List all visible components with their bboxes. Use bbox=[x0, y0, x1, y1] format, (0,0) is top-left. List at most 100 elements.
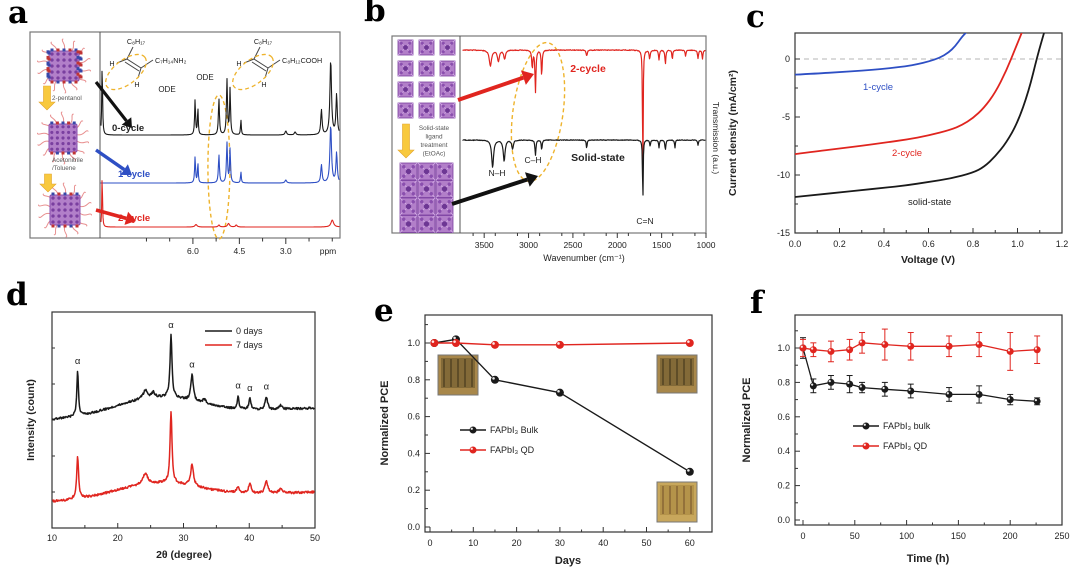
svg-text:0.4: 0.4 bbox=[878, 239, 891, 249]
svg-text:0-cycle: 0-cycle bbox=[112, 123, 144, 134]
svg-text:C₈H₁₇: C₈H₁₇ bbox=[127, 37, 146, 46]
svg-text:2-cycle: 2-cycle bbox=[892, 148, 922, 159]
svg-text:0: 0 bbox=[800, 531, 805, 541]
jv-curve-1-cycle bbox=[795, 33, 967, 76]
svg-text:60: 60 bbox=[685, 538, 695, 548]
svg-text:-15: -15 bbox=[777, 228, 790, 238]
svg-text:FAPbI₃ bulk: FAPbI₃ bulk bbox=[883, 421, 931, 431]
nmr-trace-2-cycle bbox=[100, 180, 340, 228]
panel-letter-b: b bbox=[364, 0, 386, 29]
panel-b-ftir: b 3500 3000 2500 2000 1500 1000 Wavenumber (cm… bbox=[360, 0, 720, 270]
svg-text:1000: 1000 bbox=[697, 240, 716, 250]
ftir-trace-2-cycle bbox=[462, 49, 706, 161]
svg-text:treatment: treatment bbox=[421, 142, 448, 149]
svg-text:0.8: 0.8 bbox=[407, 375, 420, 385]
svg-text:(EtOAc): (EtOAc) bbox=[423, 151, 446, 158]
svg-text:1500: 1500 bbox=[652, 240, 671, 250]
svg-text:FAPbI₃ QD: FAPbI₃ QD bbox=[490, 445, 535, 455]
svg-text:1.2: 1.2 bbox=[1056, 239, 1069, 249]
svg-text:0.4: 0.4 bbox=[407, 448, 420, 458]
svg-text:α: α bbox=[235, 381, 241, 392]
svg-text:1-cycle: 1-cycle bbox=[863, 82, 893, 93]
svg-text:-10: -10 bbox=[777, 170, 790, 180]
svg-text:40: 40 bbox=[244, 533, 254, 543]
svg-text:2θ (degree): 2θ (degree) bbox=[156, 549, 212, 561]
svg-text:4.5: 4.5 bbox=[233, 246, 245, 256]
svg-text:α: α bbox=[247, 383, 253, 394]
svg-text:ligand: ligand bbox=[425, 134, 443, 141]
svg-text:0.6: 0.6 bbox=[777, 412, 790, 422]
svg-text:0.6: 0.6 bbox=[407, 412, 420, 422]
svg-text:α: α bbox=[264, 381, 270, 392]
svg-text:7 days: 7 days bbox=[236, 340, 263, 350]
svg-text:0 days: 0 days bbox=[236, 326, 263, 336]
panel-letter-a: a bbox=[8, 0, 29, 31]
panel-a-nmr: a 6.0 4.5 3.0 ppm 0-cycle 1-cycle 2-cycle C₈H₁₇… bbox=[0, 0, 360, 270]
svg-text:0.8: 0.8 bbox=[967, 239, 980, 249]
panel-c-jv-chart: 0.0 0.2 0.4 0.6 0.8 1.0 1.2 0 -5 -10 -15 1-cycle 2-c… bbox=[727, 32, 1069, 266]
svg-text:ODE: ODE bbox=[158, 85, 175, 94]
svg-text:C–H: C–H bbox=[524, 155, 541, 165]
svg-text:3500: 3500 bbox=[475, 240, 494, 250]
svg-text:α: α bbox=[168, 320, 174, 331]
svg-text:Wavenumber (cm⁻¹): Wavenumber (cm⁻¹) bbox=[543, 253, 624, 263]
panel-d-xrd: d 10 20 30 40 50 α α α α α α 0 days 7 days 2θ (degree… bbox=[0, 270, 360, 570]
svg-text:0.2: 0.2 bbox=[777, 481, 790, 491]
svg-text:solid-state: solid-state bbox=[908, 197, 951, 208]
svg-text:C=N: C=N bbox=[636, 216, 653, 226]
svg-text:0.8: 0.8 bbox=[777, 377, 790, 387]
svg-text:0.2: 0.2 bbox=[833, 239, 846, 249]
svg-text:0.0: 0.0 bbox=[789, 239, 802, 249]
svg-text:H: H bbox=[109, 59, 114, 68]
svg-text:Solid-state: Solid-state bbox=[571, 152, 625, 164]
nmr-trace-0-cycle bbox=[100, 62, 340, 136]
panel-e-stability-days: e 0 10 20 30 40 50 60 0.0 0.2 0.4 0.6 0.8 1.0 FAPbI₃ … bbox=[360, 270, 720, 570]
svg-text:0: 0 bbox=[785, 54, 790, 64]
panel-letter-d: d bbox=[6, 277, 28, 313]
panel-a-nmr-chart: 6.0 4.5 3.0 ppm 0-cycle 1-cycle 2-cycle C₈H₁₇ C₇… bbox=[29, 31, 341, 256]
svg-text:FAPbI₃ QD: FAPbI₃ QD bbox=[883, 441, 928, 451]
svg-text:Transmission (a.u.): Transmission (a.u.) bbox=[711, 102, 720, 175]
svg-text:2000: 2000 bbox=[608, 240, 627, 250]
svg-text:0: 0 bbox=[427, 538, 432, 548]
svg-text:1.0: 1.0 bbox=[1011, 239, 1024, 249]
svg-text:H: H bbox=[261, 80, 266, 89]
panel-letter-c: c bbox=[746, 0, 765, 35]
svg-text:200: 200 bbox=[1003, 531, 1018, 541]
svg-text:20: 20 bbox=[113, 533, 123, 543]
svg-text:Solid-state: Solid-state bbox=[419, 125, 450, 132]
svg-text:100: 100 bbox=[899, 531, 914, 541]
svg-text:Days: Days bbox=[555, 555, 581, 567]
svg-text:2-cycle: 2-cycle bbox=[118, 213, 150, 224]
svg-text:50: 50 bbox=[310, 533, 320, 543]
svg-text:50: 50 bbox=[850, 531, 860, 541]
panel-c-jv: c 0.0 0.2 0.4 0.6 0.8 1.0 1.2 0 -5 -10 -15 1-cycle 2… bbox=[720, 0, 1080, 270]
panel-e-stability-days-chart: 0 10 20 30 40 50 60 0.0 0.2 0.4 0.6 0.8 1.0 FAPbI₃ Bu… bbox=[379, 314, 713, 567]
svg-text:0.4: 0.4 bbox=[777, 446, 790, 456]
svg-text:30: 30 bbox=[178, 533, 188, 543]
svg-text:H: H bbox=[134, 80, 139, 89]
jv-curve-solid-state bbox=[795, 33, 1045, 198]
svg-text:0.0: 0.0 bbox=[407, 522, 420, 532]
panel-letter-e: e bbox=[374, 293, 394, 329]
svg-text:Normalized PCE: Normalized PCE bbox=[379, 381, 391, 466]
svg-text:40: 40 bbox=[598, 538, 608, 548]
svg-text:2500: 2500 bbox=[563, 240, 582, 250]
svg-text:1.0: 1.0 bbox=[407, 338, 420, 348]
ftir-trace-Solid-state bbox=[462, 139, 706, 196]
svg-text:C₈H₁₇: C₈H₁₇ bbox=[254, 37, 273, 46]
xrd-trace-0 days bbox=[52, 333, 315, 421]
svg-text:ODE: ODE bbox=[196, 73, 213, 82]
svg-text:1-cycle: 1-cycle bbox=[118, 169, 150, 180]
svg-text:2-cycle: 2-cycle bbox=[570, 63, 606, 75]
svg-text:3.0: 3.0 bbox=[280, 246, 292, 256]
svg-text:0.6: 0.6 bbox=[922, 239, 935, 249]
panel-f-stability-hours: f 0 50 100 150 200 250 0.0 0.2 0.4 0.6 0.8 1.0 FAPbI… bbox=[720, 270, 1080, 570]
svg-text:α: α bbox=[75, 356, 81, 367]
svg-text:Normalized PCE: Normalized PCE bbox=[741, 378, 753, 463]
svg-text:/Toluene: /Toluene bbox=[52, 165, 76, 172]
svg-text:3000: 3000 bbox=[519, 240, 538, 250]
svg-text:2-pentanol: 2-pentanol bbox=[52, 95, 82, 102]
